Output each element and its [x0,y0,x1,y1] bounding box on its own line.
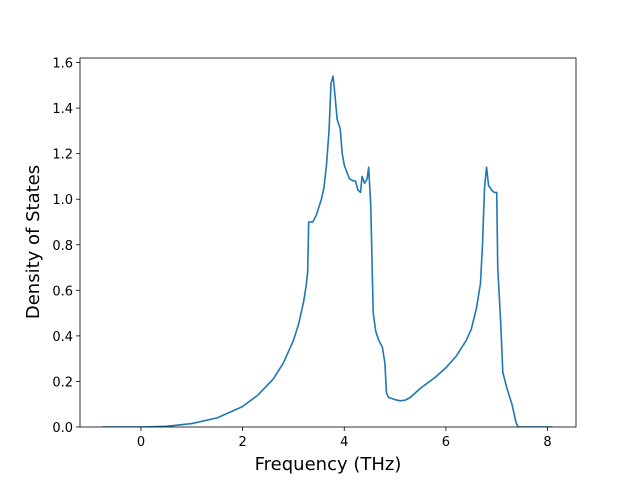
x-axis-label: Frequency (THz) [255,454,402,475]
y-tick-label: 1.6 [52,57,73,72]
y-tick-label: 1.4 [52,102,73,117]
y-axis-label: Density of States [23,165,44,319]
x-tick-label: 8 [543,435,551,450]
y-tick-label: 0.2 [52,375,73,390]
y-tick-label: 0.4 [52,330,73,345]
data-line [102,75,553,427]
y-tick-label: 1.0 [52,193,73,208]
y-tick-label: 1.2 [52,148,73,163]
y-tick-label: 0.0 [52,421,73,436]
y-tick-label: 0.6 [52,284,73,299]
x-tick-label: 2 [238,435,246,450]
plot-frame [79,57,577,428]
y-tick-label: 0.8 [52,239,73,254]
x-tick-label: 6 [442,435,450,450]
x-tick-label: 0 [137,435,145,450]
x-tick-label: 4 [340,435,348,450]
